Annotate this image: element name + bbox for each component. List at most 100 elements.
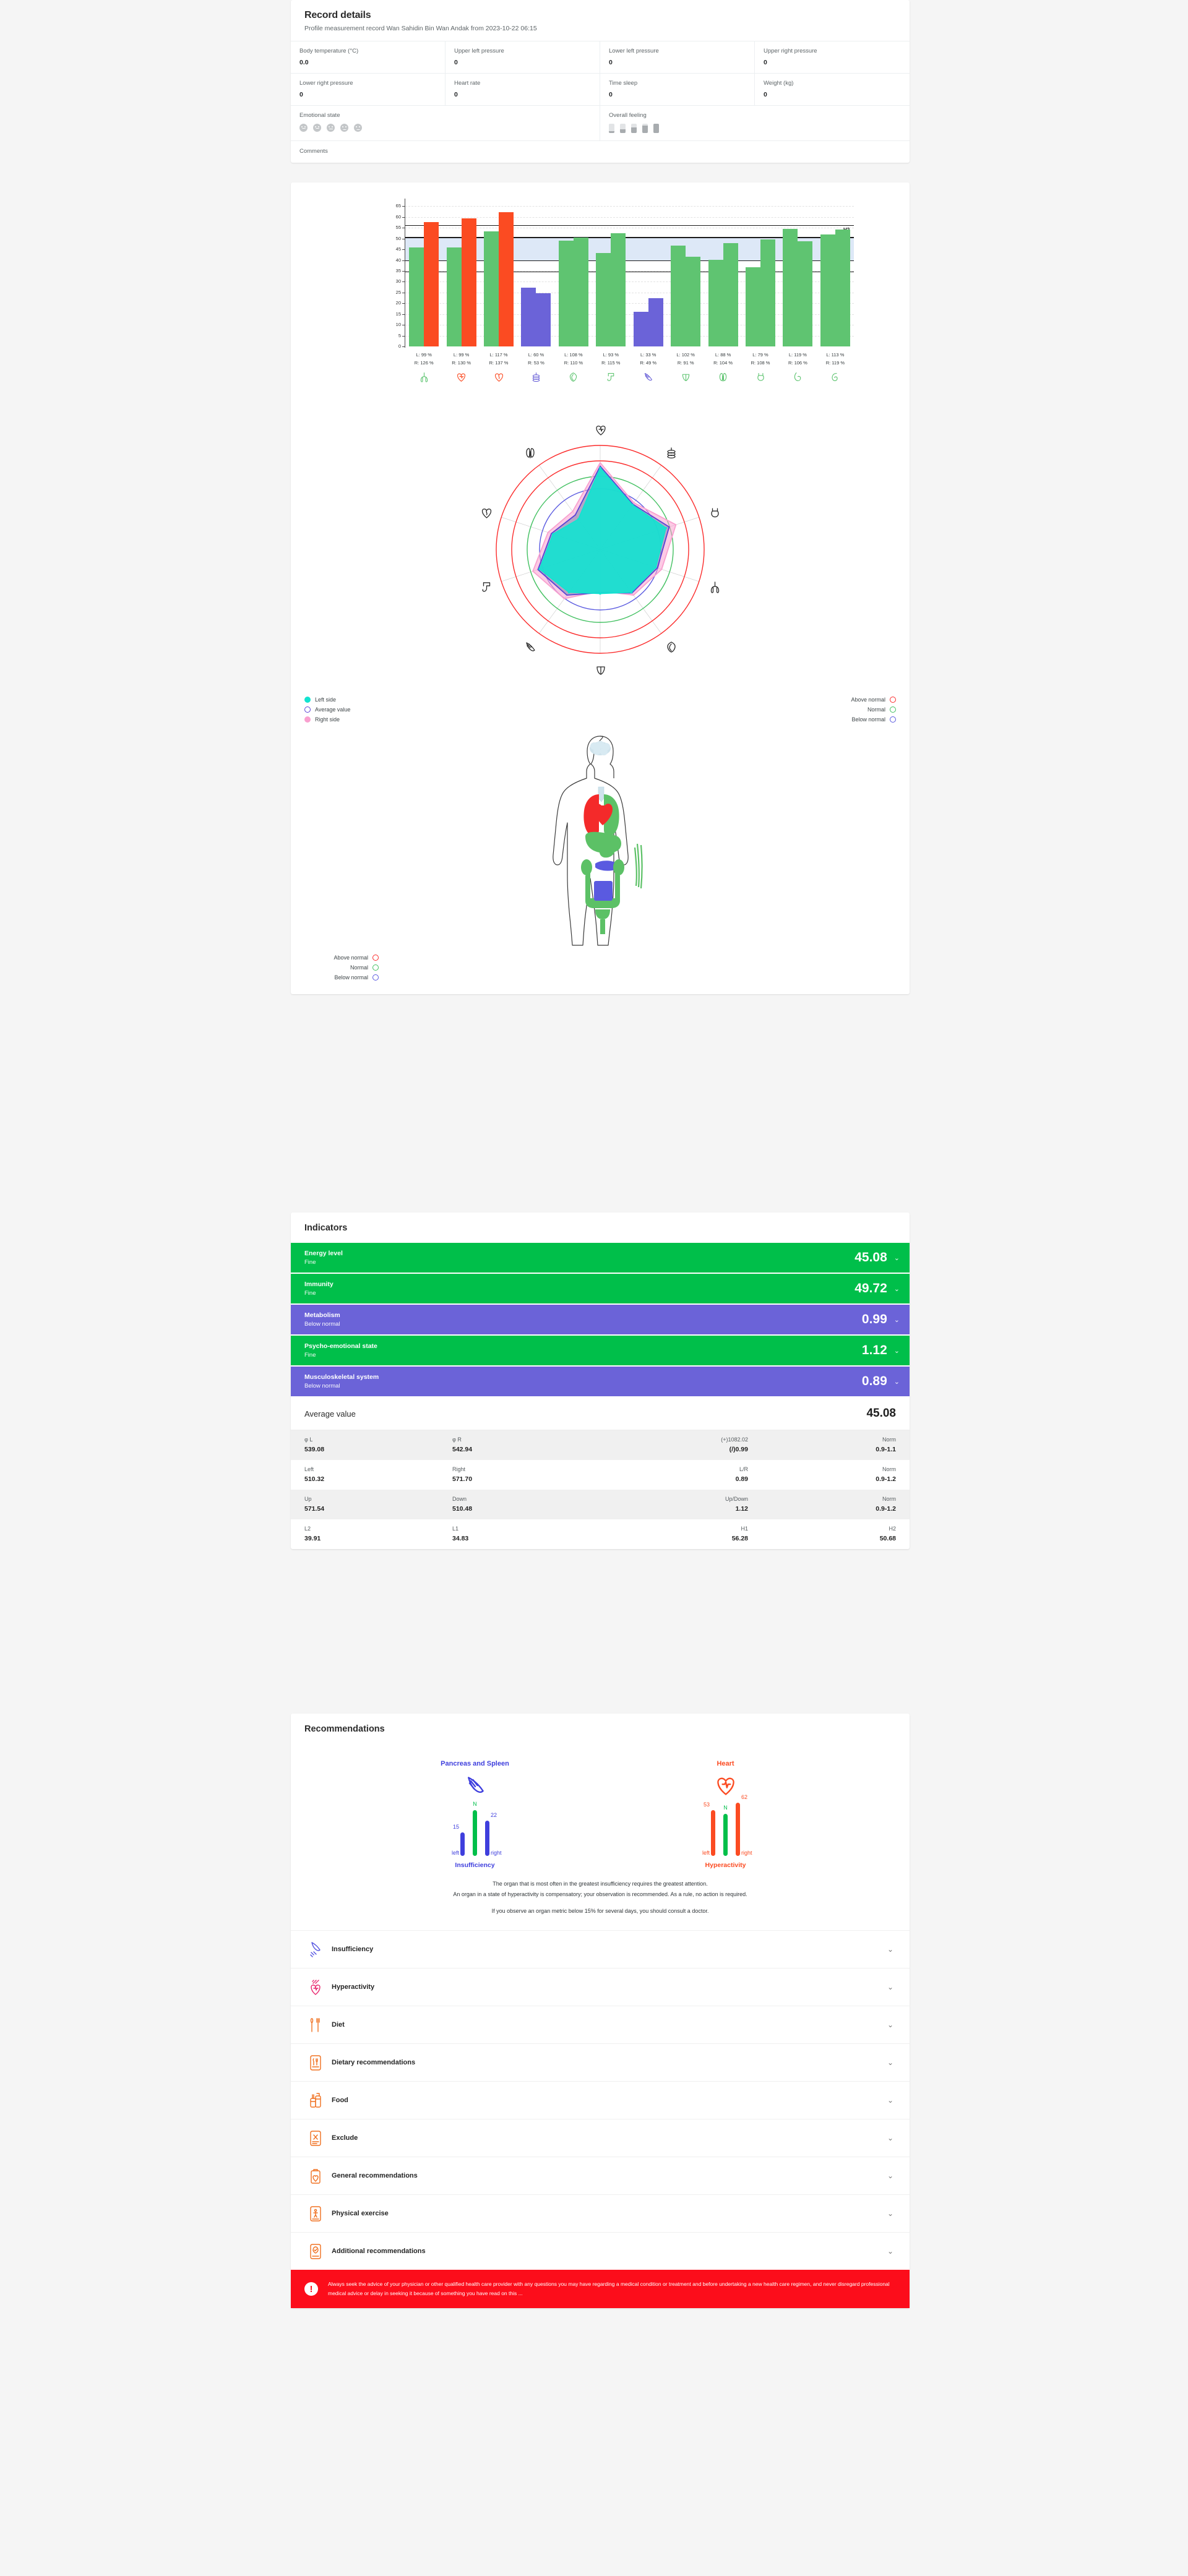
bar-group[interactable]	[779, 200, 816, 346]
accordion-additional-recommendations[interactable]: Additional recommendations ⌄	[291, 2232, 910, 2270]
indicator-row[interactable]: Metabolism Below normal 0.99 ⌄	[291, 1305, 910, 1336]
chevron-down-icon[interactable]: ⌄	[887, 2209, 893, 2218]
bar[interactable]	[409, 247, 424, 346]
tick-left: L: 99 %	[416, 352, 432, 358]
gall-bladder-icon[interactable]	[555, 372, 592, 382]
chevron-down-icon[interactable]: ⌄	[893, 1316, 900, 1324]
accordion-label: Physical exercise	[332, 2210, 389, 2217]
bar[interactable]	[484, 231, 499, 346]
small-intestine-icon[interactable]	[517, 372, 554, 382]
kidney-icon[interactable]	[704, 372, 741, 382]
indicator-row[interactable]: Energy level Fine 45.08 ⌄	[291, 1243, 910, 1274]
battery-level-3-icon[interactable]	[631, 124, 637, 133]
chevron-down-icon[interactable]: ⌄	[893, 1285, 900, 1293]
bar[interactable]	[708, 259, 723, 346]
indicator-value-group[interactable]: 1.12 ⌄	[862, 1343, 900, 1358]
chevron-down-icon[interactable]: ⌄	[887, 2134, 893, 2142]
bar[interactable]	[760, 239, 775, 346]
indicator-row[interactable]: Immunity Fine 49.72 ⌄	[291, 1274, 910, 1305]
chevron-down-icon[interactable]: ⌄	[887, 2058, 893, 2067]
accordion-exclude[interactable]: Exclude ⌄	[291, 2119, 910, 2157]
bar[interactable]	[746, 267, 760, 346]
bar[interactable]	[783, 229, 798, 346]
large-intestine-icon[interactable]	[592, 372, 629, 382]
chevron-down-icon[interactable]: ⌄	[893, 1254, 900, 1262]
bar[interactable]	[723, 243, 738, 346]
accordion-physical-exercise[interactable]: Physical exercise ⌄	[291, 2194, 910, 2232]
bar[interactable]	[835, 229, 850, 346]
chevron-down-icon[interactable]: ⌄	[887, 2171, 893, 2180]
bar-group[interactable]	[517, 200, 554, 346]
indicator-value-group[interactable]: 45.08 ⌄	[854, 1250, 900, 1265]
accordion-hyperactivity[interactable]: Hyperactivity ⌄	[291, 1968, 910, 2006]
chevron-down-icon[interactable]: ⌄	[893, 1347, 900, 1355]
chevron-down-icon[interactable]: ⌄	[887, 1945, 893, 1954]
bar[interactable]	[820, 234, 835, 346]
lungs-icon[interactable]	[405, 372, 442, 382]
bar[interactable]	[686, 257, 701, 346]
bar[interactable]	[633, 312, 648, 346]
bar-group[interactable]	[667, 200, 704, 346]
bar[interactable]	[558, 241, 574, 346]
face-neutral-icon[interactable]	[327, 124, 335, 132]
bar[interactable]	[424, 222, 439, 346]
chevron-down-icon[interactable]: ⌄	[887, 2096, 893, 2105]
indicator-row[interactable]: Psycho-emotional state Fine 1.12 ⌄	[291, 1336, 910, 1367]
bar[interactable]	[596, 253, 611, 346]
emotional-state-options[interactable]	[299, 124, 591, 132]
indicator-value-group[interactable]: 0.99 ⌄	[862, 1312, 900, 1327]
liver-icon[interactable]	[667, 372, 704, 382]
bar-group[interactable]	[742, 200, 779, 346]
bar[interactable]	[573, 238, 588, 346]
thyroid-icon[interactable]	[817, 372, 854, 382]
bar[interactable]	[648, 298, 663, 346]
pancreas-spleen-icon[interactable]	[630, 372, 667, 382]
overall-feeling-options[interactable]	[609, 124, 901, 133]
bar[interactable]	[611, 233, 626, 346]
chevron-down-icon[interactable]: ⌄	[893, 1378, 900, 1386]
bar[interactable]	[461, 218, 476, 346]
bar[interactable]	[521, 287, 536, 346]
battery-level-4-icon[interactable]	[642, 124, 648, 133]
bar[interactable]	[536, 293, 551, 346]
indicator-value-group[interactable]: 0.89 ⌄	[862, 1374, 900, 1389]
bar-group[interactable]	[630, 200, 667, 346]
bar[interactable]	[671, 246, 686, 346]
bar[interactable]	[499, 212, 514, 346]
bar-group[interactable]	[480, 200, 517, 346]
chevron-down-icon[interactable]: ⌄	[887, 2020, 893, 2029]
face-happy-icon[interactable]	[340, 124, 348, 132]
bar-group[interactable]	[704, 200, 741, 346]
accordion-general-recommendations[interactable]: General recommendations ⌄	[291, 2157, 910, 2194]
bar-group[interactable]	[592, 200, 629, 346]
accordion-label: Hyperactivity	[332, 1983, 375, 1991]
accordion-insufficiency[interactable]: Insufficiency ⌄	[291, 1930, 910, 1968]
chevron-down-icon[interactable]: ⌄	[887, 2247, 893, 2256]
stats-value: 571.70	[452, 1475, 473, 1483]
bladder-icon[interactable]	[742, 372, 779, 382]
indicator-row[interactable]: Musculoskeletal system Below normal 0.89…	[291, 1367, 910, 1397]
face-very-happy-icon[interactable]	[354, 124, 362, 132]
face-sad-icon[interactable]	[313, 124, 321, 132]
y-tick-label: 45	[395, 246, 401, 252]
bar-group[interactable]	[555, 200, 592, 346]
bar[interactable]	[446, 247, 462, 346]
accordion-dietary-recommendations[interactable]: Dietary recommendations ⌄	[291, 2043, 910, 2081]
tick-left: L: 117 %	[489, 352, 508, 358]
bar-group[interactable]	[405, 200, 442, 346]
pericardium-icon[interactable]	[480, 372, 517, 382]
battery-level-5-icon[interactable]	[653, 124, 659, 133]
bar[interactable]	[798, 241, 813, 346]
bar-group[interactable]	[817, 200, 854, 346]
battery-level-2-icon[interactable]	[620, 124, 626, 133]
heart-icon[interactable]	[442, 372, 480, 382]
indicator-value-group[interactable]: 49.72 ⌄	[854, 1281, 900, 1296]
chevron-down-icon[interactable]: ⌄	[887, 1983, 893, 1991]
stomach-icon[interactable]	[779, 372, 816, 382]
battery-level-1-icon[interactable]	[609, 124, 614, 133]
tick-left: L: 108 %	[564, 352, 583, 358]
accordion-food[interactable]: Food ⌄	[291, 2081, 910, 2119]
bar-group[interactable]	[442, 200, 480, 346]
accordion-diet[interactable]: Diet ⌄	[291, 2006, 910, 2043]
face-very-sad-icon[interactable]	[299, 124, 308, 132]
